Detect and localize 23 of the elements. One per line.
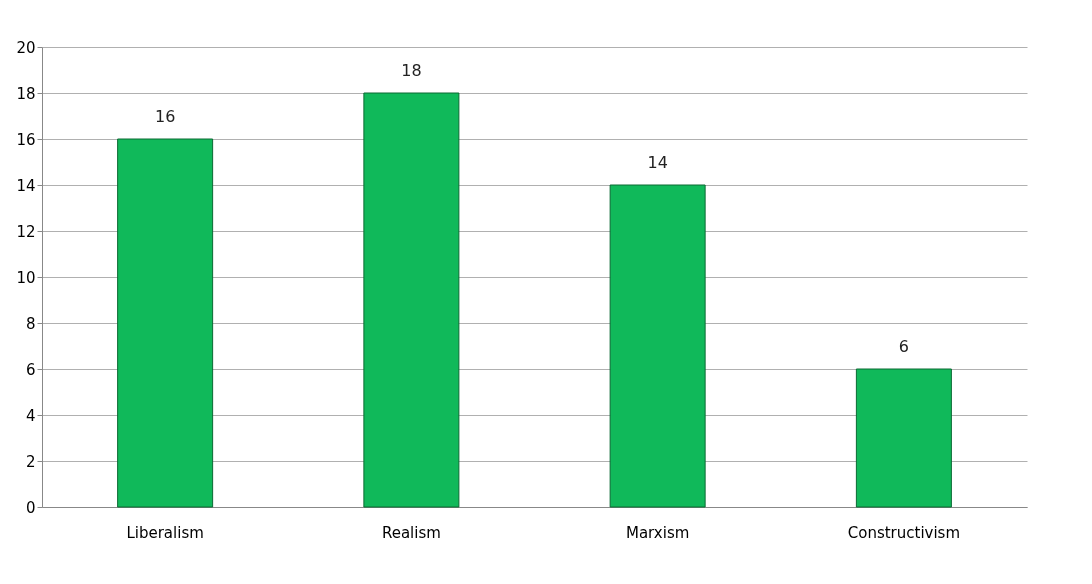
- y-tick-label: 14: [16, 176, 36, 195]
- y-tick-label: 6: [25, 360, 36, 379]
- y-tick-label: 10: [16, 268, 36, 287]
- y-tick-label: 0: [25, 498, 36, 517]
- y-tick-label: 8: [25, 314, 36, 333]
- bar: [609, 184, 706, 508]
- bar: [117, 138, 214, 508]
- x-tick-label: Constructivism: [847, 523, 961, 542]
- y-tick-label: 2: [25, 452, 36, 471]
- y-tick-label: 18: [16, 84, 36, 103]
- data-label: 14: [647, 153, 668, 172]
- data-label: 6: [898, 337, 909, 356]
- data-label: 18: [401, 61, 422, 80]
- y-tick-label: 4: [25, 406, 36, 425]
- bar: [363, 92, 460, 508]
- y-tick-label: 20: [16, 38, 36, 57]
- x-tick-label: Liberalism: [126, 523, 204, 542]
- x-tick-label: Marxism: [625, 523, 690, 542]
- y-tick-label: 16: [16, 130, 36, 149]
- y-tick-label: 12: [16, 222, 36, 241]
- x-tick-label: Realism: [381, 523, 441, 542]
- bar: [855, 368, 952, 508]
- data-label: 16: [154, 107, 176, 126]
